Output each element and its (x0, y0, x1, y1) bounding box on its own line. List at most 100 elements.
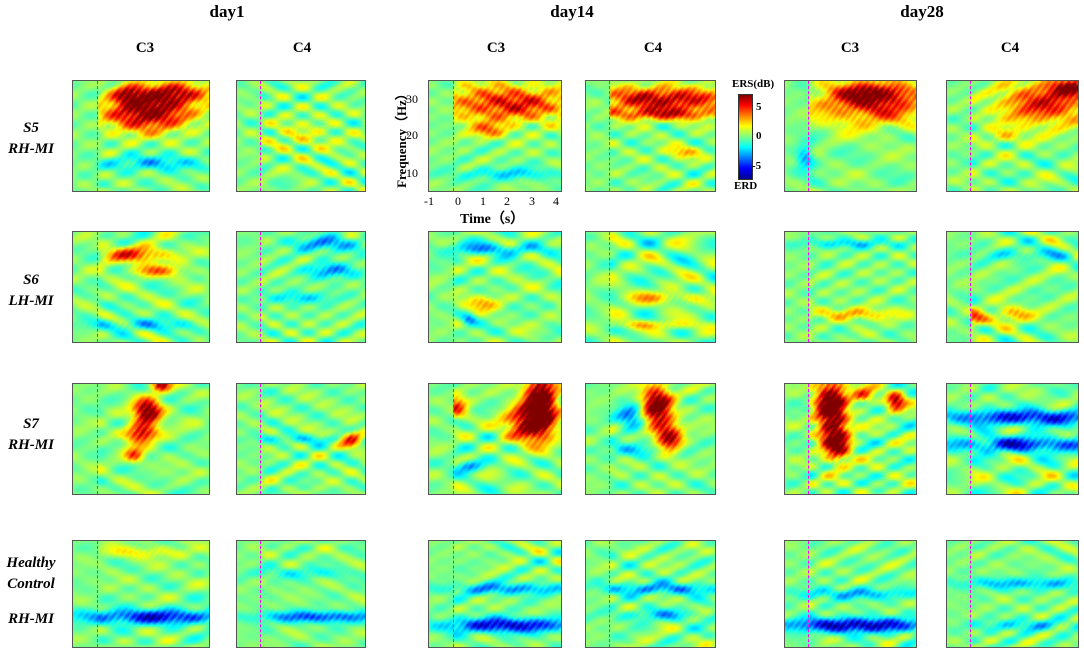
heatmap-s6-day14-c4 (585, 231, 716, 343)
row-label-line: RH-MI (8, 141, 54, 157)
heatmap-s5-day14-c3 (428, 80, 562, 192)
heatmap-image (947, 232, 1078, 342)
onset-marker-line (808, 81, 810, 191)
heatmap-s7-day14-c3 (428, 383, 562, 495)
colorbar-tick: 0 (756, 130, 762, 142)
channel-label-day1-c3: C3 (135, 40, 155, 56)
row-label-line: RH-MI (8, 437, 54, 453)
day-title-day1: day1 (209, 2, 245, 21)
colorbar-tick: -5 (752, 160, 762, 172)
row-label-s7: S7 RH-MI (0, 414, 62, 456)
heatmap-image (73, 81, 209, 191)
heatmap-image (237, 232, 365, 342)
heatmap-s6-day1-c3 (72, 231, 210, 343)
heatmap-image (73, 384, 209, 494)
heatmap-image (785, 81, 916, 191)
onset-marker-line (808, 541, 810, 647)
channel-label-day14-c3: C3 (486, 40, 506, 56)
onset-marker-line (452, 232, 454, 342)
row-label-line (0, 595, 62, 609)
onset-marker-line (97, 541, 99, 647)
heatmap-s5-day14-c4 (585, 80, 716, 192)
heatmap-image (237, 81, 365, 191)
onset-marker-line (452, 81, 454, 191)
colorbar-bottom-label: ERD (734, 180, 758, 192)
row-label-line: S6 (23, 272, 39, 288)
onset-marker-line (97, 232, 99, 342)
heatmap-image (586, 81, 715, 191)
heatmap-s6-day28-c4 (946, 231, 1079, 343)
heatmap-image (947, 384, 1078, 494)
row-label-line: Healthy (6, 555, 56, 571)
heatmap-image (73, 232, 209, 342)
heatmap-image (586, 232, 715, 342)
heatmap-hc-day1-c4 (236, 540, 366, 648)
heatmap-s6-day28-c3 (784, 231, 917, 343)
x-tick-label: 1 (480, 194, 486, 208)
colorbar-tick: 5 (756, 101, 762, 113)
heatmap-s7-day14-c4 (585, 383, 716, 495)
heatmap-image (429, 232, 561, 342)
row-label-line: LH-MI (8, 293, 54, 309)
onset-marker-line (452, 384, 454, 494)
onset-marker-line (97, 384, 99, 494)
heatmap-hc-day28-c4 (946, 540, 1079, 648)
colorbar (738, 94, 753, 180)
onset-marker-line (609, 81, 611, 191)
onset-marker-line (970, 541, 972, 647)
channel-label-day28-c4: C4 (1000, 40, 1020, 56)
heatmap-image (586, 541, 715, 647)
onset-marker-line (808, 384, 810, 494)
onset-marker-line (452, 541, 454, 647)
heatmap-s5-day1-c4 (236, 80, 366, 192)
x-tick-label: 0 (455, 194, 461, 208)
heatmap-image (785, 384, 916, 494)
heatmap-image (429, 384, 561, 494)
onset-marker-line (259, 384, 261, 494)
heatmap-s6-day14-c3 (428, 231, 562, 343)
channel-label-day28-c3: C3 (840, 40, 860, 56)
row-label-healthy-control: Healthy Control RH-MI (0, 553, 62, 630)
onset-marker-line (259, 541, 261, 647)
onset-marker-line (259, 232, 261, 342)
x-axis-label: Time（s） (460, 212, 525, 227)
heatmap-s7-day28-c4 (946, 383, 1079, 495)
row-label-s5: S5 RH-MI (0, 118, 62, 160)
heatmap-image (237, 541, 365, 647)
heatmap-image (237, 384, 365, 494)
heatmap-image (73, 541, 209, 647)
row-label-s6: S6 LH-MI (0, 270, 62, 312)
heatmap-image (947, 541, 1078, 647)
heatmap-hc-day14-c4 (585, 540, 716, 648)
heatmap-image (947, 81, 1078, 191)
heatmap-s5-day28-c4 (946, 80, 1079, 192)
onset-marker-line (97, 81, 99, 191)
onset-marker-line (259, 81, 261, 191)
heatmap-image (586, 384, 715, 494)
onset-marker-line (970, 384, 972, 494)
onset-marker-line (609, 541, 611, 647)
heatmap-hc-day1-c3 (72, 540, 210, 648)
heatmap-s6-day1-c4 (236, 231, 366, 343)
day-title-day14: day14 (550, 2, 594, 21)
row-label-line: S7 (23, 416, 39, 432)
x-tick-label: -1 (424, 194, 434, 208)
row-label-line: S5 (23, 120, 39, 136)
heatmap-hc-day28-c3 (784, 540, 917, 648)
heatmap-image (429, 81, 561, 191)
onset-marker-line (970, 81, 972, 191)
heatmap-s5-day1-c3 (72, 80, 210, 192)
colorbar-title: ERS(dB) (732, 78, 775, 90)
heatmap-image (785, 541, 916, 647)
x-tick-label: 4 (553, 194, 559, 208)
onset-marker-line (970, 232, 972, 342)
onset-marker-line (609, 232, 611, 342)
heatmap-s7-day28-c3 (784, 383, 917, 495)
row-label-line: RH-MI (8, 611, 54, 627)
onset-marker-line (808, 232, 810, 342)
onset-marker-line (609, 384, 611, 494)
x-tick-label: 3 (529, 194, 535, 208)
heatmap-s7-day1-c3 (72, 383, 210, 495)
row-label-line: Control (7, 576, 55, 592)
